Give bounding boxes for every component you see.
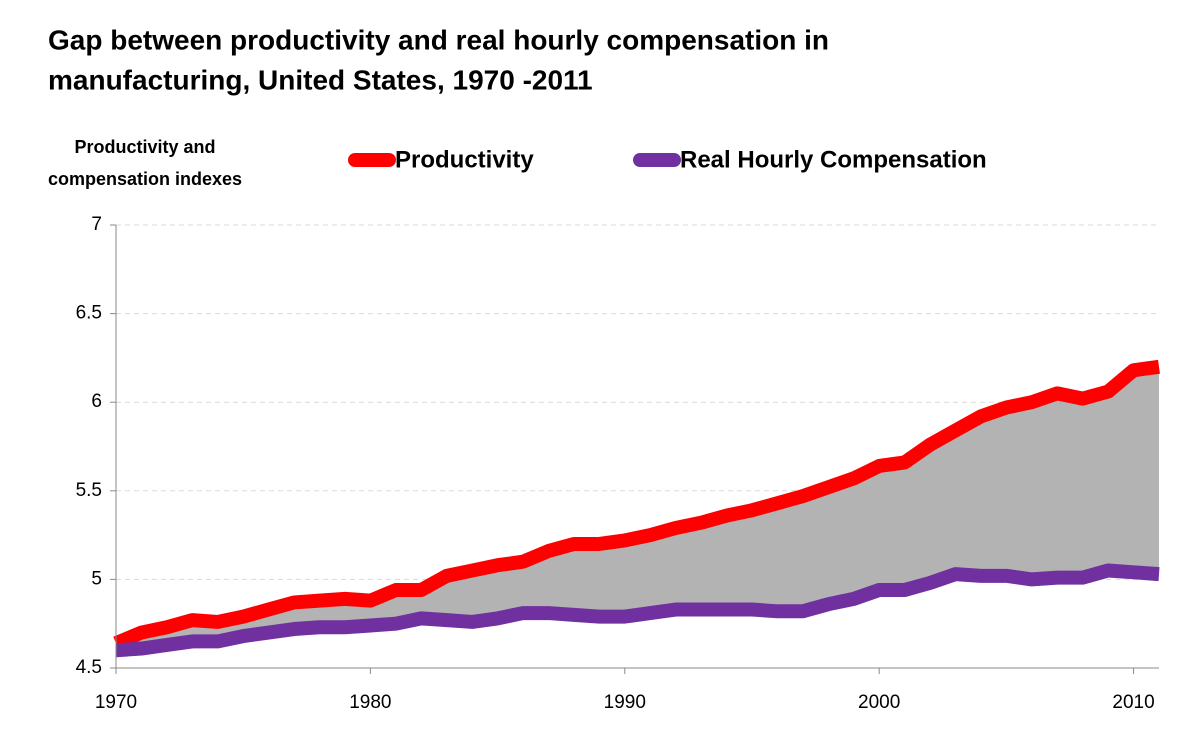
y-axis-label: Productivity and [74, 137, 215, 157]
y-tick-label: 6 [91, 391, 102, 412]
chart-title: Gap between productivity and real hourly… [48, 24, 829, 55]
gap-area [116, 366, 1159, 651]
x-tick-label: 1990 [604, 692, 646, 713]
x-tick-label: 2000 [858, 692, 900, 713]
y-axis-label: compensation indexes [48, 169, 242, 189]
y-tick-label: 7 [91, 214, 102, 235]
y-tick-label: 6.5 [76, 303, 102, 324]
y-tick-label: 4.5 [76, 657, 102, 678]
x-tick-label: 1970 [95, 692, 137, 713]
series-line [115, 563, 1160, 658]
x-tick-label: 1980 [349, 692, 391, 713]
series-line [113, 359, 1160, 650]
x-tick-label: 2010 [1112, 692, 1154, 713]
y-tick-label: 5.5 [76, 480, 102, 501]
chart-title: manufacturing, United States, 1970 -2011 [48, 64, 593, 95]
legend-label: Productivity [395, 146, 534, 173]
legend-label: Real Hourly Compensation [680, 146, 987, 173]
y-tick-label: 5 [91, 568, 102, 589]
